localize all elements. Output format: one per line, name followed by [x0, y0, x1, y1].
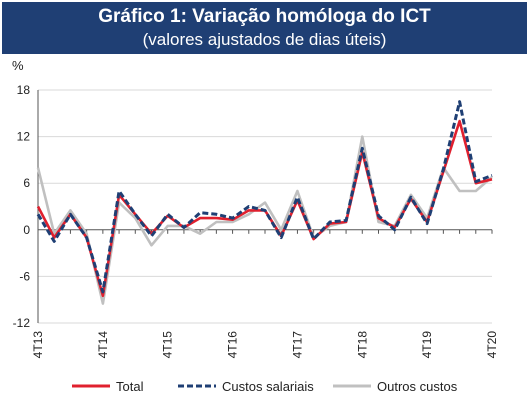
x-tick-label: 4T18 — [355, 331, 369, 359]
x-tick-label: 4T16 — [226, 331, 240, 359]
chart-subtitle: (valores ajustados de dias úteis) — [142, 30, 387, 49]
y-tick-label: 18 — [17, 83, 31, 97]
x-tick-label: 4T20 — [485, 331, 499, 359]
series-line-0 — [36, 119, 493, 298]
x-tick-label: 4T14 — [96, 331, 110, 359]
legend-label-1: Custos salariais — [222, 379, 314, 394]
chart-title: Gráfico 1: Variação homóloga do ICT — [98, 6, 431, 27]
x-tick-label: 4T13 — [31, 331, 45, 359]
x-tick-label: 4T17 — [290, 331, 304, 359]
legend-label-2: Outros custos — [377, 379, 458, 394]
legend: Total Custos salariais Outros custos — [72, 379, 458, 394]
series-line-1 — [36, 100, 493, 294]
y-tick-label: -12 — [13, 316, 31, 330]
y-tick-label: 12 — [17, 130, 31, 144]
y-axis-unit-label: % — [12, 58, 24, 73]
chart-header: Gráfico 1: Variação homóloga do ICT (val… — [2, 2, 527, 54]
grid-layer — [38, 89, 492, 324]
series-layer — [36, 100, 493, 305]
y-tick-label: -6 — [19, 269, 30, 283]
legend-label-0: Total — [116, 379, 144, 394]
x-tick-label: 4T19 — [420, 331, 434, 359]
y-tick-label: 6 — [23, 176, 30, 190]
y-tick-label: 0 — [23, 223, 30, 237]
x-tick-label: 4T15 — [161, 331, 175, 359]
